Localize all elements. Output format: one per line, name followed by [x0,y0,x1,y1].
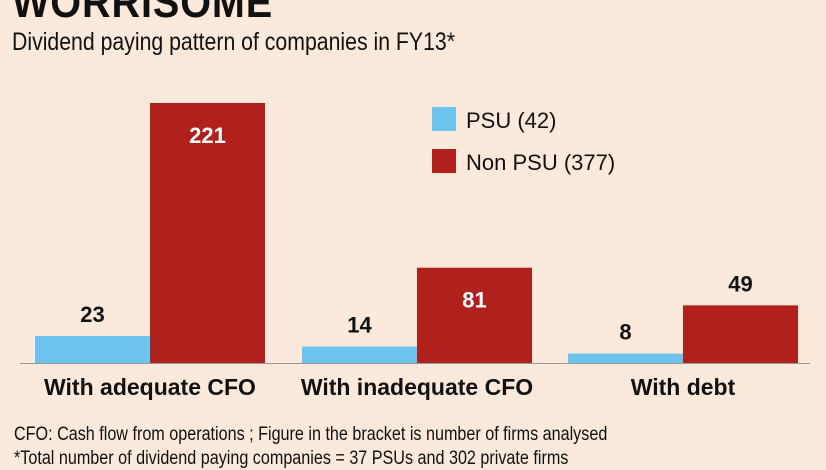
x-tick-label: With adequate CFO [44,374,256,400]
footnote-total: *Total number of dividend paying compani… [14,448,569,469]
data-label: 49 [728,271,752,296]
legend-label: Non PSU (377) [466,150,615,175]
bar-psu-0 [35,335,150,363]
x-tick-label: With debt [631,374,736,400]
legend-label: PSU (42) [466,108,556,133]
data-label: 23 [80,302,104,327]
bar-nonpsu-0 [150,103,265,363]
data-label: 221 [189,123,226,148]
data-label: 8 [619,320,631,345]
legend-swatch [432,149,456,173]
x-tick-label: With inadequate CFO [301,374,533,400]
bar-nonpsu-1 [417,267,532,363]
footnote-cfo: CFO: Cash flow from operations ; Figure … [14,424,608,445]
bar-psu-2 [568,353,683,363]
data-label: 81 [462,288,486,313]
chart-subtitle: Dividend paying pattern of companies in … [12,28,455,56]
data-label: 14 [347,313,372,338]
bar-nonpsu-2 [683,305,798,363]
legend-swatch [432,107,456,131]
bar-psu-1 [302,346,417,363]
chart-title: WORRISOME [12,0,274,27]
